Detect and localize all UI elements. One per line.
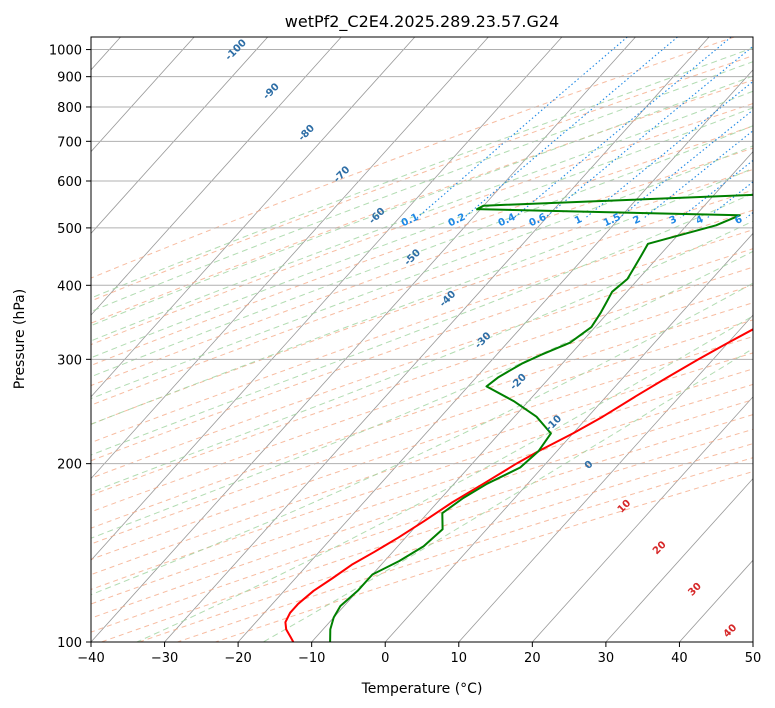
x-tick-label: 50 [745,651,762,666]
mixing-ratio-label: 6 [733,214,744,227]
dry-adiabat-line [91,125,753,367]
moist-adiabat-line [91,107,753,359]
moist-adiabat-line [91,167,753,425]
y-tick-label: 1000 [49,44,82,59]
dry-adiabat-line [91,368,753,590]
dry-adiabat-line [91,37,735,279]
dry-adiabat-line [91,102,753,346]
dry-adiabat-line [91,229,753,462]
isotherm-line [91,37,342,316]
moist-adiabat-line [136,315,753,642]
pressure-gridlines [91,49,753,642]
y-axis-label: Pressure (hPa) [12,289,28,389]
isotherm-line [605,477,753,642]
x-tick-label: 30 [598,651,615,666]
y-tick-label: 800 [57,101,82,116]
y-tick-label: 500 [57,222,82,237]
x-tick-label: 40 [671,651,688,666]
moist-adiabat-line [91,47,753,299]
mixing-ratio-label: 4 [694,214,705,227]
isotherm-line [458,314,753,642]
moist-adiabat-line [91,90,753,342]
isotherm-line [91,37,269,234]
isotherm-line [384,232,753,642]
moist-adiabat-line [91,192,753,456]
x-axis: −40 −30 −20 −10 0 10 20 30 40 50 [77,642,761,666]
isotherm-line [532,396,753,642]
isotherm-line [164,37,710,642]
x-tick-label: −20 [224,651,251,666]
y-tick-label: 400 [57,279,82,294]
mixing-ratio-label: 1 [573,214,584,227]
moist-adiabat-line [91,61,753,312]
moist-adiabat-line [91,250,753,539]
isotherm-line [91,37,416,398]
x-tick-label: 20 [524,651,541,666]
x-tick-label: −30 [151,651,178,666]
x-tick-label: 10 [451,651,468,666]
dry-adiabat-line [91,284,753,513]
x-tick-label: −40 [77,651,104,666]
isotherm-line [91,37,489,480]
isotherm-line [91,37,195,153]
plot-frame [90,36,754,643]
x-tick-label: −10 [298,651,325,666]
y-tick-label: 200 [57,458,82,473]
mixing-ratio-label: 3 [668,214,679,227]
y-tick-label: 300 [57,353,82,368]
x-tick-label: 0 [381,651,389,666]
y-axis: 100 200 300 400 500 600 700 800 900 1000 [49,44,91,651]
temperature-profile [284,328,753,642]
isotherm-line [237,69,753,642]
moist-adiabat-line [91,282,753,596]
y-tick-label: 700 [57,135,82,150]
y-tick-label: 900 [57,71,82,86]
isotherm-line [91,37,563,561]
y-tick-label: 600 [57,175,82,190]
mixing-ratio-label: 2 [632,214,643,227]
x-axis-label: Temperature (°C) [361,681,483,697]
chart-title: wetPf2_C2E4.2025.289.23.57.G24 [285,12,559,32]
dry-adiabat-line [91,383,753,605]
sounding-profiles [284,193,753,642]
y-tick-label: 100 [57,636,82,651]
dry-adiabat-line [91,336,753,560]
isotherm-line [311,151,753,642]
dewpoint-profile [329,193,753,642]
dry-adiabat-line [91,248,753,479]
